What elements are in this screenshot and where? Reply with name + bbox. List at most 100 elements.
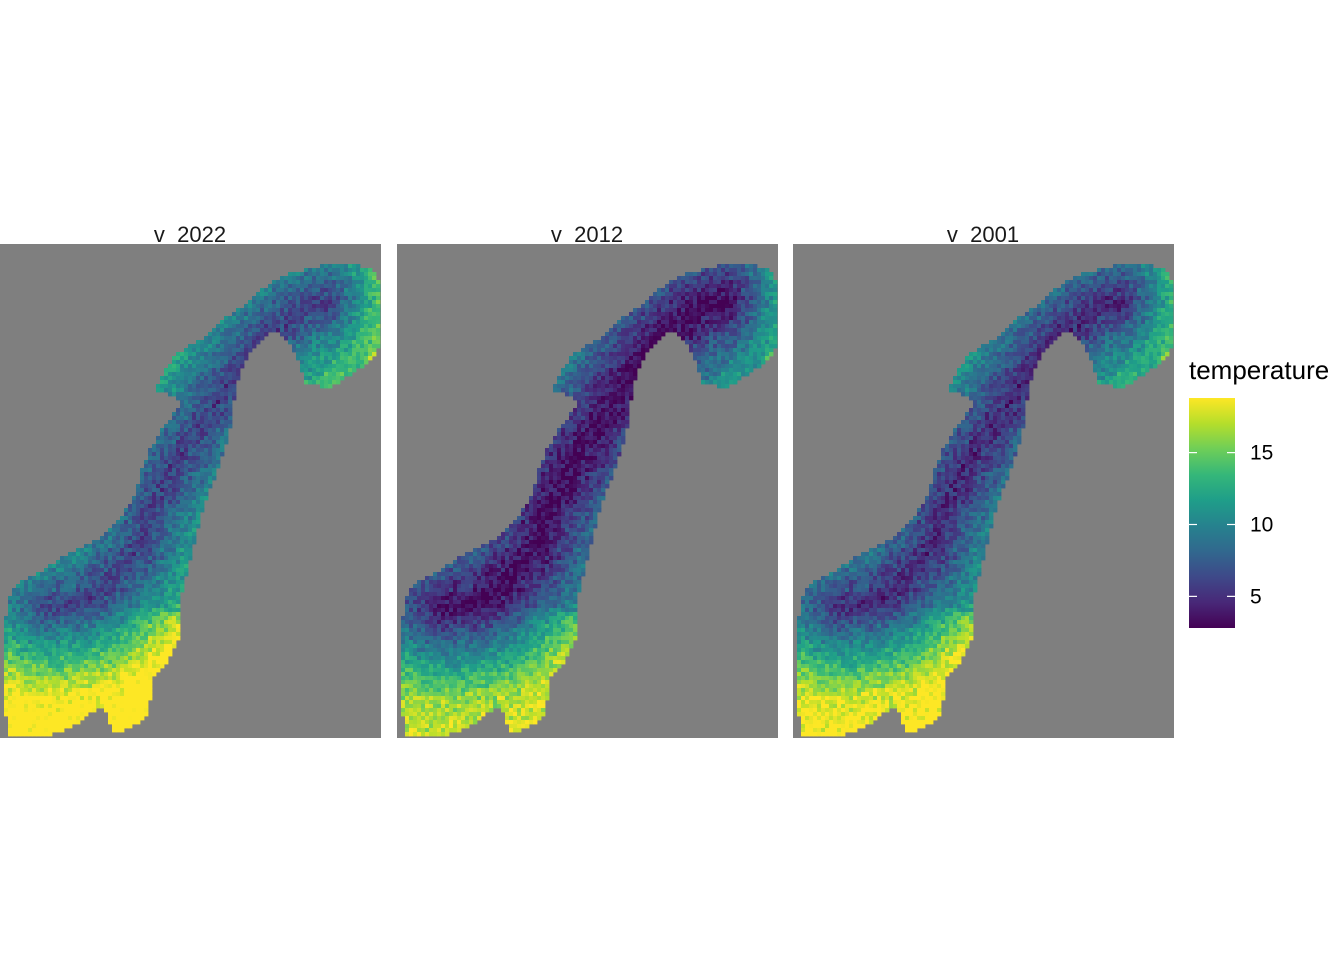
- raster-cell: [677, 324, 682, 329]
- raster-cell: [553, 472, 558, 477]
- raster-cell: [220, 332, 225, 337]
- raster-cell: [693, 280, 698, 285]
- raster-cell: [184, 360, 189, 365]
- raster-cell: [180, 404, 185, 409]
- raster-cell: [160, 608, 165, 613]
- raster-cell: [348, 364, 353, 369]
- raster-cell: [188, 448, 193, 453]
- raster-cell: [156, 588, 161, 593]
- raster-cell: [545, 484, 550, 489]
- raster-cell: [72, 552, 77, 557]
- raster-cell: [176, 568, 181, 573]
- raster-cell: [593, 344, 598, 349]
- raster-cell: [589, 396, 594, 401]
- raster-cell: [124, 724, 129, 729]
- raster-cell: [725, 336, 730, 341]
- raster-cell: [312, 364, 317, 369]
- raster-cell: [112, 684, 117, 689]
- raster-cell: [669, 284, 674, 289]
- raster-cell: [360, 364, 365, 369]
- raster-cell: [256, 328, 261, 333]
- raster-cell: [593, 376, 598, 381]
- raster-cell: [76, 620, 81, 625]
- raster-cell: [4, 700, 9, 705]
- raster-cell: [336, 264, 341, 269]
- raster-cell: [128, 620, 133, 625]
- raster-cell: [128, 548, 133, 553]
- raster-cell: [701, 272, 706, 277]
- raster-cell: [160, 628, 165, 633]
- raster-cell: [717, 292, 722, 297]
- raster-cell: [48, 704, 53, 709]
- raster-cell: [741, 268, 746, 273]
- raster-cell: [288, 340, 293, 345]
- raster-cell: [164, 524, 169, 529]
- raster-cell: [36, 640, 41, 645]
- raster-cell: [368, 336, 373, 341]
- raster-cell: [44, 572, 49, 577]
- raster-cell: [340, 352, 345, 357]
- raster-cell: [60, 672, 65, 677]
- raster-cell: [581, 396, 586, 401]
- raster-cell: [20, 612, 25, 617]
- raster-cell: [733, 352, 738, 357]
- raster-cell: [589, 368, 594, 373]
- raster-cell: [52, 656, 57, 661]
- raster-cell: [316, 328, 321, 333]
- raster-cell: [148, 656, 153, 661]
- raster-cell: [104, 532, 109, 537]
- raster-cell: [84, 620, 89, 625]
- raster-cell: [200, 484, 205, 489]
- raster-cell: [685, 272, 690, 277]
- raster-cell: [44, 724, 49, 729]
- raster-cell: [693, 284, 698, 289]
- raster-cell: [148, 488, 153, 493]
- raster-cell: [745, 368, 750, 373]
- raster-cell: [168, 424, 173, 429]
- raster-cell: [28, 660, 33, 665]
- raster-cell: [192, 460, 197, 465]
- raster-cell: [336, 380, 341, 385]
- raster-cell: [705, 372, 710, 377]
- raster-cell: [20, 640, 25, 645]
- raster-cell: [709, 360, 714, 365]
- raster-cell: [248, 324, 253, 329]
- raster-cell: [120, 612, 125, 617]
- raster-cell: [200, 428, 205, 433]
- raster-cell: [561, 424, 566, 429]
- raster-cell: [645, 340, 650, 345]
- raster-cell: [36, 616, 41, 621]
- raster-cell: [216, 436, 221, 441]
- raster-cell: [316, 368, 321, 373]
- raster-cell: [36, 628, 41, 633]
- raster-cell: [244, 348, 249, 353]
- raster-cell: [156, 488, 161, 493]
- raster-cell: [100, 672, 105, 677]
- raster-cell: [224, 348, 229, 353]
- raster-cell: [172, 384, 177, 389]
- raster-cell: [72, 700, 77, 705]
- raster-cell: [156, 496, 161, 501]
- raster-cell: [188, 468, 193, 473]
- raster-cell: [172, 512, 177, 517]
- raster-cell: [60, 596, 65, 601]
- raster-cell: [164, 424, 169, 429]
- raster-cell: [581, 372, 586, 377]
- raster-cell: [8, 660, 13, 665]
- raster-cell: [60, 616, 65, 621]
- raster-cell: [545, 496, 550, 501]
- raster-cell: [144, 500, 149, 505]
- raster-cell: [160, 532, 165, 537]
- raster-cell: [240, 344, 245, 349]
- raster-cell: [40, 644, 45, 649]
- raster-cell: [176, 600, 181, 605]
- raster-cell: [272, 324, 277, 329]
- raster-cell: [220, 440, 225, 445]
- raster-cell: [68, 692, 73, 697]
- raster-cell: [184, 480, 189, 485]
- raster-cell: [216, 364, 221, 369]
- raster-cell: [188, 356, 193, 361]
- raster-cell: [120, 524, 125, 529]
- raster-cell: [148, 452, 153, 457]
- raster-cell: [132, 568, 137, 573]
